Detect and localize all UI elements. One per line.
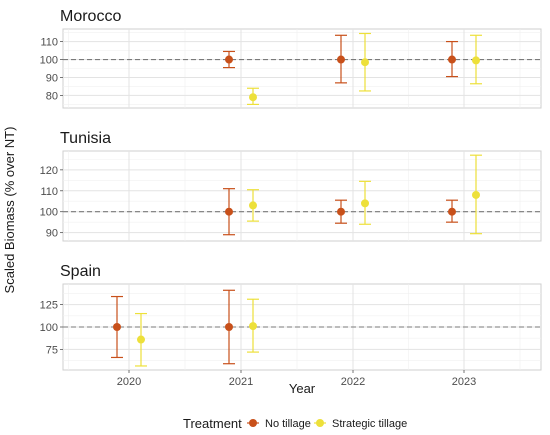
y-tick-label: 120 <box>40 165 58 177</box>
data-point <box>337 207 345 216</box>
y-tick-label: 110 <box>40 186 58 198</box>
data-point <box>225 55 233 64</box>
facet-panel-spain: Spain 75 100 125 <box>40 263 542 371</box>
facet-panels: Morocco 80 90 100 110 Tunisia 90 100 110 120 Spain… <box>40 8 542 388</box>
series-strategic-tillage <box>247 154 482 235</box>
data-point <box>361 199 369 208</box>
y-tick-label: 80 <box>46 90 58 102</box>
y-tick-label: 100 <box>40 322 58 334</box>
series-strategic-tillage <box>135 298 259 367</box>
x-tick-label: 2021 <box>229 376 253 388</box>
legend-label: Strategic tillage <box>332 418 407 430</box>
y-tick-label: 100 <box>40 207 58 219</box>
series-strategic-tillage <box>247 32 482 106</box>
x-tick-label: 2020 <box>117 376 141 388</box>
data-point <box>249 322 257 331</box>
data-point <box>137 335 145 344</box>
legend-label: No tillage <box>265 418 311 430</box>
x-tick-label: 2023 <box>452 376 476 388</box>
data-point <box>225 323 233 331</box>
facet-title: Spain <box>60 263 101 280</box>
data-point <box>249 93 257 102</box>
facet-title: Morocco <box>60 8 121 25</box>
x-tick-label: 2022 <box>341 376 365 388</box>
x-axis-title: Year <box>289 381 316 396</box>
y-tick-label: 110 <box>40 37 58 49</box>
y-tick-label: 125 <box>40 300 58 312</box>
data-point <box>249 201 257 210</box>
facet-panel-tunisia: Tunisia 90 100 110 120 <box>40 130 542 242</box>
legend: Treatment No tillage Strategic tillage <box>183 416 407 431</box>
data-point <box>225 207 233 216</box>
data-point <box>472 56 480 65</box>
data-point <box>448 55 456 64</box>
x-axis: 2020 2021 2022 2023 <box>117 370 476 388</box>
series-no-tillage <box>223 34 458 84</box>
series-no-tillage <box>223 188 458 236</box>
data-point <box>472 190 480 199</box>
y-tick-label: 100 <box>40 55 58 67</box>
data-point <box>337 55 345 64</box>
panel-border <box>62 150 542 242</box>
legend-item-no-tillage: No tillage <box>247 418 311 430</box>
legend-item-strategic-tillage: Strategic tillage <box>314 418 407 430</box>
facet-title: Tunisia <box>60 130 111 147</box>
y-tick-label: 90 <box>46 228 58 240</box>
legend-title: Treatment <box>183 416 242 431</box>
facet-panel-morocco: Morocco 80 90 100 110 <box>40 8 542 109</box>
series-no-tillage <box>111 289 235 365</box>
legend-key-point <box>249 419 257 427</box>
data-point <box>448 207 456 216</box>
y-tick-label: 75 <box>46 344 58 356</box>
y-axis-title: Scaled Biomass (% over NT) <box>2 127 17 294</box>
legend-key-point <box>316 419 324 427</box>
y-tick-label: 90 <box>46 72 58 84</box>
data-point <box>113 323 121 331</box>
data-point <box>361 58 369 67</box>
